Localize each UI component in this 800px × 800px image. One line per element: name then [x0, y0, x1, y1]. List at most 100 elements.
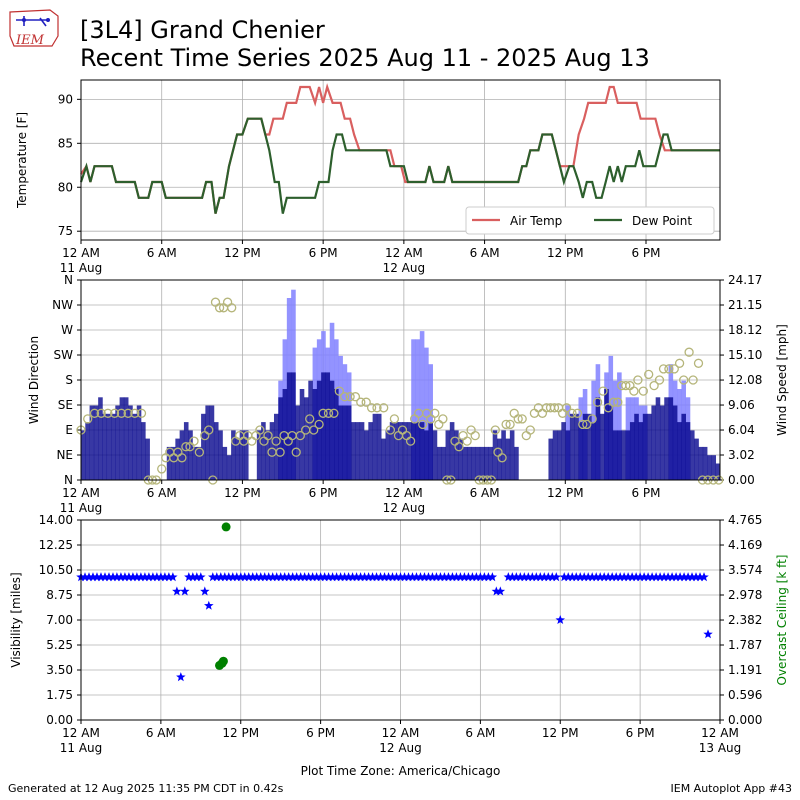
- wind-speed-tick-label: 24.17: [728, 273, 762, 287]
- x-tick-label: 6 AM: [470, 246, 500, 260]
- air-temp-line: [80, 83, 720, 214]
- wind-direction-point: [684, 347, 694, 357]
- wind-speed-bar: [424, 430, 429, 480]
- wind-speed-bar: [479, 446, 485, 480]
- visibility-point: [527, 572, 537, 582]
- wind-speed-bar: [659, 405, 665, 480]
- wind-direction-point: [592, 397, 603, 407]
- wind-speed-bar: [145, 438, 150, 480]
- wind-speed-bar: [552, 430, 558, 480]
- wind-speed-bar: [308, 380, 313, 480]
- wind-speed-bar: [136, 405, 142, 480]
- wind-speed-bar: [707, 455, 712, 480]
- vis-tick-label: 7.00: [46, 613, 73, 627]
- visibility-point: [260, 572, 270, 582]
- wind-speed-bar: [85, 422, 90, 480]
- visibility-point: [327, 572, 338, 582]
- visibility-point: [192, 572, 202, 582]
- wind-speed-bar: [389, 422, 395, 480]
- visibility-point: [244, 572, 254, 582]
- legend-label-dew-point: Dew Point: [632, 214, 692, 228]
- visibility-point: [248, 572, 258, 582]
- visibility-point: [168, 572, 178, 582]
- visibility-point: [196, 572, 206, 582]
- wind-speed-bar: [351, 422, 356, 480]
- wind-speed-bar: [368, 422, 373, 480]
- visibility-point: [579, 572, 589, 582]
- visibility-point: [124, 572, 134, 582]
- wind-speed-bar: [484, 446, 489, 480]
- ceiling-tick-label: 4.169: [728, 538, 762, 552]
- visibility-point: [671, 572, 681, 582]
- wind-direction-point: [130, 408, 140, 418]
- x-tick-date-label: 12 Aug: [379, 741, 422, 755]
- wind-direction-point: [434, 419, 444, 430]
- wind-speed-bar: [325, 372, 331, 480]
- visibility-point: [164, 572, 174, 582]
- wind-direction-point: [521, 430, 531, 441]
- wind-speed-bar: [269, 422, 275, 480]
- visibility-point: [595, 572, 605, 582]
- visibility-point: [267, 572, 278, 582]
- visibility-point: [287, 572, 298, 582]
- visibility-point: [547, 572, 557, 582]
- wind-speed-bar: [496, 438, 502, 480]
- wind-direction-point: [96, 408, 106, 418]
- wind-speed-bar: [278, 397, 283, 480]
- visibility-point: [503, 572, 514, 582]
- visibility-point: [204, 600, 214, 610]
- wind-speed-bar: [664, 397, 669, 480]
- visibility-point: [347, 572, 358, 582]
- wind-speed-bar: [629, 422, 635, 480]
- wind-speed-bar: [304, 397, 309, 480]
- wind-speed-bar: [471, 446, 476, 480]
- x-tick-label: 6 AM: [470, 486, 500, 500]
- x-tick-date-label: 12 Aug: [383, 501, 426, 515]
- visibility-point: [507, 572, 518, 582]
- wind-speed-tick-label: 18.12: [728, 323, 762, 337]
- visibility-point: [399, 572, 410, 582]
- wind-speed-bar: [123, 397, 129, 480]
- visibility-point: [379, 572, 390, 582]
- wind-speed-bar: [406, 422, 412, 480]
- wind-speed-bar: [364, 430, 369, 480]
- wind-direction-point: [329, 408, 339, 418]
- visibility-point: [455, 572, 466, 582]
- visibility-point: [80, 572, 90, 582]
- visibility-point: [307, 572, 318, 582]
- visibility-point: [511, 572, 522, 582]
- visibility-point: [555, 615, 565, 624]
- wind-dir-tick-label: SW: [54, 348, 74, 362]
- visibility-point: [635, 572, 645, 582]
- wind-speed-bar: [715, 463, 721, 480]
- wind-speed-bar: [647, 413, 652, 480]
- wind-dir-tick-label: E: [65, 423, 73, 437]
- wind-direction-point: [644, 369, 654, 380]
- wind-speed-bar: [321, 372, 326, 480]
- visibility-point: [264, 572, 274, 582]
- visibility-point: [675, 572, 685, 582]
- wind-direction-point: [679, 375, 689, 385]
- visibility-point: [303, 572, 314, 582]
- x-tick-label: 6 PM: [631, 246, 660, 260]
- wind-speed-bar: [655, 397, 661, 480]
- ceiling-tick-label: 1.787: [728, 638, 762, 652]
- wind-dir-tick-label: N: [64, 473, 73, 487]
- visibility-point: [343, 572, 354, 582]
- visibility-point: [655, 572, 665, 582]
- wind-speed-bar: [119, 397, 125, 480]
- wind-speed-bar: [235, 438, 240, 480]
- visibility-point: [695, 572, 705, 582]
- wind-speed-bar: [411, 422, 416, 480]
- generated-note: Generated at 12 Aug 2025 11:35 PM CDT in…: [8, 782, 284, 795]
- wind-speed-bar: [166, 446, 172, 480]
- visibility-point: [371, 572, 382, 582]
- wind-direction-point: [598, 386, 608, 396]
- wind-speed-bar: [226, 455, 232, 480]
- wind-dir-tick-label: NE: [56, 448, 73, 462]
- visibility-point: [180, 586, 190, 596]
- visibility-point: [144, 572, 154, 582]
- wind-direction-point: [633, 375, 643, 385]
- visibility-point: [220, 572, 230, 582]
- wind-speed-bar: [192, 446, 198, 480]
